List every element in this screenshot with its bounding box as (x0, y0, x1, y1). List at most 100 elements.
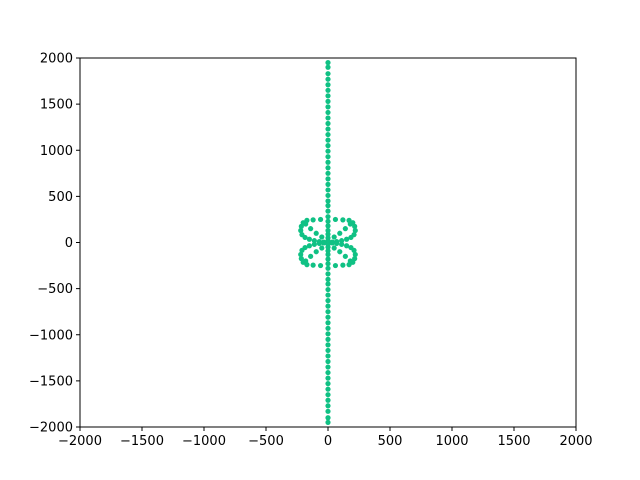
data-point (325, 403, 331, 409)
data-point (310, 262, 316, 268)
data-point (325, 82, 331, 88)
data-point (325, 227, 331, 234)
x-tick-label: 2000 (559, 434, 592, 449)
data-point (325, 408, 331, 414)
data-point (325, 309, 331, 315)
data-point (325, 256, 331, 262)
data-point (325, 364, 331, 370)
y-axis: −2000 −1500 −1000 −500 0 500 1000 1500 2000 (29, 52, 80, 436)
data-point (331, 234, 337, 240)
data-point (340, 217, 346, 223)
data-point (313, 249, 319, 255)
data-point (325, 104, 331, 110)
data-point (325, 244, 331, 250)
y-tick-label: 0 (65, 236, 73, 251)
data-point (347, 258, 353, 264)
data-point (325, 325, 331, 331)
data-point (325, 231, 331, 237)
data-point (337, 230, 343, 236)
data-point (325, 64, 331, 70)
data-point (342, 226, 348, 232)
data-point (325, 397, 331, 403)
y-tick-label: 2000 (40, 52, 73, 67)
data-point (325, 60, 331, 66)
data-point (302, 244, 308, 251)
data-point (352, 227, 358, 234)
data-point (325, 375, 331, 381)
data-point (325, 87, 331, 93)
data-point (325, 353, 331, 359)
data-point (332, 262, 339, 269)
data-point (325, 392, 331, 398)
data-point (325, 214, 331, 220)
data-point (325, 292, 331, 298)
data-point (325, 159, 331, 165)
data-point (298, 227, 304, 234)
data-point (325, 93, 331, 99)
data-point (321, 240, 327, 246)
data-point (313, 230, 319, 236)
data-point (298, 223, 304, 229)
x-tick-label: −500 (248, 434, 284, 449)
y-tick-label: −500 (37, 282, 73, 297)
data-point (325, 303, 331, 309)
x-tick-label: −1000 (182, 434, 226, 449)
data-point (298, 251, 304, 258)
data-point (298, 256, 304, 262)
data-point (325, 154, 331, 160)
data-point (344, 236, 350, 242)
data-point (303, 221, 309, 227)
data-point (344, 243, 350, 249)
data-point (339, 241, 345, 247)
data-point (347, 221, 353, 227)
data-point (325, 187, 331, 193)
data-point (325, 331, 331, 337)
data-point (306, 236, 312, 242)
y-tick-label: 1000 (40, 144, 73, 159)
data-point (308, 226, 314, 232)
data-point (352, 256, 358, 262)
data-point (325, 137, 331, 143)
y-tick-label: 500 (48, 190, 73, 205)
data-point (302, 234, 308, 241)
data-point (325, 208, 331, 214)
data-point (303, 258, 309, 264)
data-point (310, 217, 316, 223)
points-layer (298, 60, 358, 425)
data-point (352, 223, 358, 229)
data-point (325, 203, 331, 209)
data-point (331, 245, 337, 251)
data-point (325, 71, 331, 77)
y-tick-label: −2000 (29, 421, 73, 436)
x-tick-label: 500 (378, 434, 403, 449)
data-point (325, 265, 331, 271)
data-point (352, 251, 358, 258)
data-point (339, 238, 345, 244)
data-point (311, 238, 317, 244)
data-point (317, 262, 324, 269)
y-tick-label: −1500 (29, 374, 73, 389)
data-point (316, 240, 322, 247)
data-point (332, 216, 339, 223)
data-point (340, 262, 346, 268)
data-point (311, 241, 317, 247)
data-point (329, 240, 335, 246)
data-point (325, 419, 331, 425)
data-point (325, 143, 331, 149)
data-point (306, 243, 312, 249)
data-point (342, 253, 348, 259)
data-point (325, 342, 331, 348)
data-point (325, 298, 331, 304)
data-point (325, 320, 331, 326)
x-tick-label: −2000 (58, 434, 102, 449)
data-point (325, 148, 331, 154)
data-point (325, 176, 331, 182)
data-point (319, 245, 325, 251)
data-point (325, 314, 331, 320)
data-point (325, 76, 331, 82)
data-point (325, 248, 331, 254)
data-point (325, 120, 331, 127)
data-point (325, 251, 331, 258)
data-point (325, 109, 331, 116)
